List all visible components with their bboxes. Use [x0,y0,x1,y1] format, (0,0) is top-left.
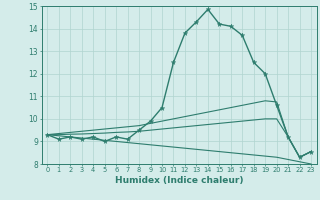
X-axis label: Humidex (Indice chaleur): Humidex (Indice chaleur) [115,176,244,185]
